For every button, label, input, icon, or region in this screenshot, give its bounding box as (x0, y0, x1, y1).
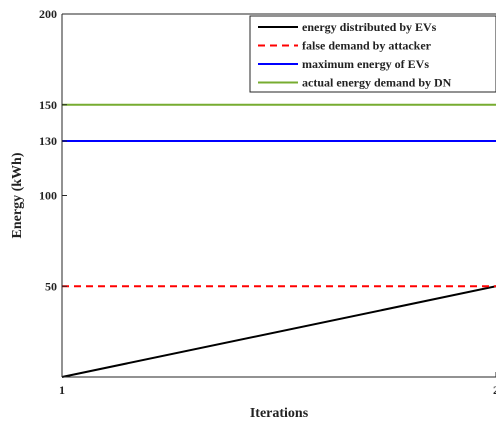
legend-label-3: maximum energy of EVs (302, 57, 429, 71)
legend-label-1: energy distributed by EVs (302, 20, 437, 34)
x-axis-label: Iterations (250, 406, 309, 421)
y-tick-label: 150 (39, 98, 57, 112)
x-tick-label: 1 (59, 383, 65, 397)
ticks-layer: 50 100 130 150 200 1 2 (39, 7, 496, 397)
y-tick-label: 130 (39, 134, 57, 148)
y-tick-label: 100 (39, 189, 57, 203)
x-tick-label: 2 (493, 383, 496, 397)
y-tick-label: 200 (39, 7, 57, 21)
y-tick-label: 50 (45, 279, 57, 293)
legend-box (249, 15, 496, 93)
y-axis-label: Energy (kWh) (10, 152, 25, 238)
legend: energy distributed by EVs false demand by… (249, 15, 496, 93)
series-layer (61, 103, 496, 378)
series-line-1 (61, 285, 496, 378)
legend-label-4: actual energy demand by DN (302, 76, 452, 90)
legend-label-2: false demand by attacker (302, 39, 432, 53)
